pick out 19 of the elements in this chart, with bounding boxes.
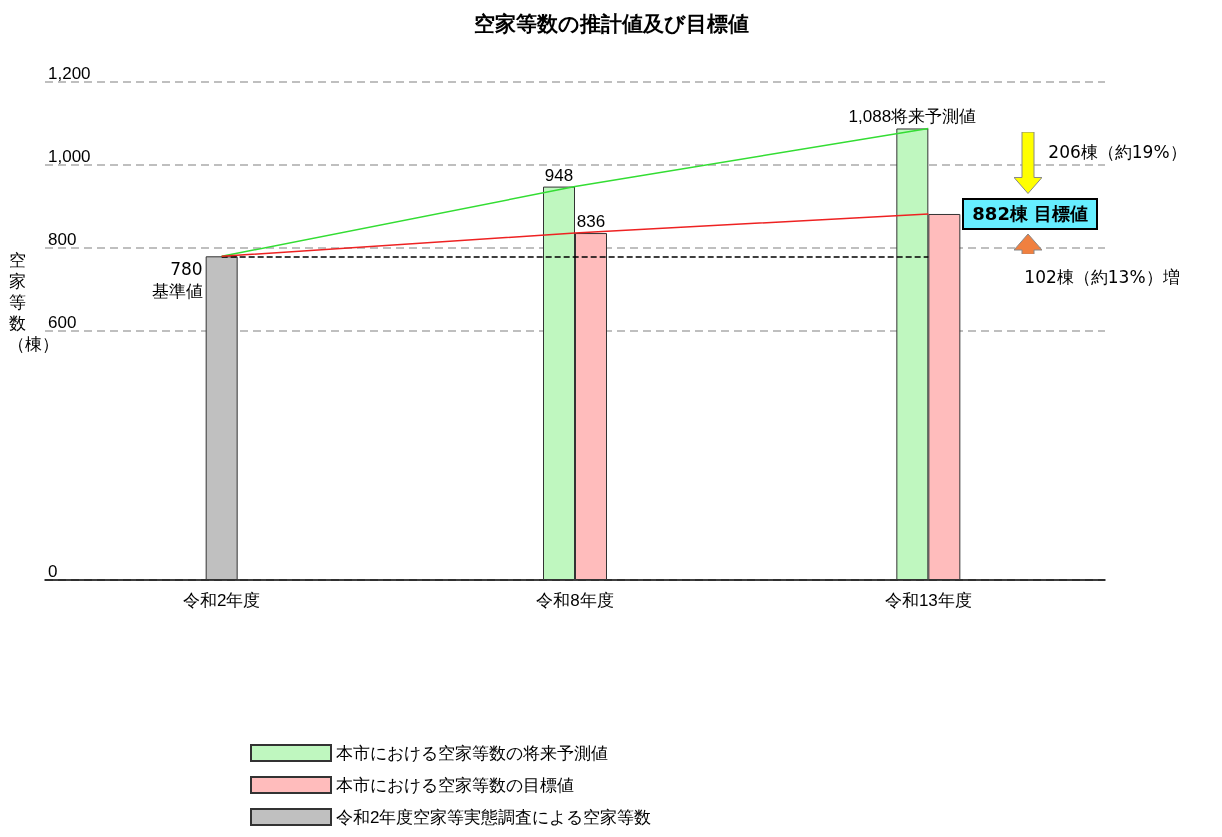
- x-tick-label: 令和2年度: [182, 591, 261, 610]
- y-tick-label: 0: [48, 562, 58, 581]
- data-label: 836: [576, 212, 606, 232]
- y-tick-label: 600: [48, 313, 77, 332]
- annotation: 882棟 目標値: [962, 197, 1099, 230]
- legend-label: 令和2年度空家等実態調査による空家等数: [336, 807, 652, 827]
- data-label: 1,088将来予測値: [848, 107, 977, 127]
- annotation: 780 基準値: [151, 258, 203, 303]
- y-tick-label: 1,200: [48, 64, 91, 83]
- legend-label: 本市における空家等数の目標値: [336, 775, 574, 795]
- x-tick-label: 令和13年度: [884, 591, 972, 610]
- x-tick-label: 令和8年度: [536, 591, 614, 610]
- y-tick-label: 800: [48, 230, 77, 249]
- annotation: 102棟（約13%）増: [1024, 266, 1180, 290]
- legend-label: 本市における空家等数の将来予測値: [336, 743, 608, 763]
- y-tick-label: 1,000: [48, 147, 91, 166]
- chart-title: 空家等数の推計値及び目標値: [473, 12, 749, 35]
- data-label: 948: [544, 165, 574, 185]
- annotation: 206棟（約19%）: [1048, 141, 1187, 165]
